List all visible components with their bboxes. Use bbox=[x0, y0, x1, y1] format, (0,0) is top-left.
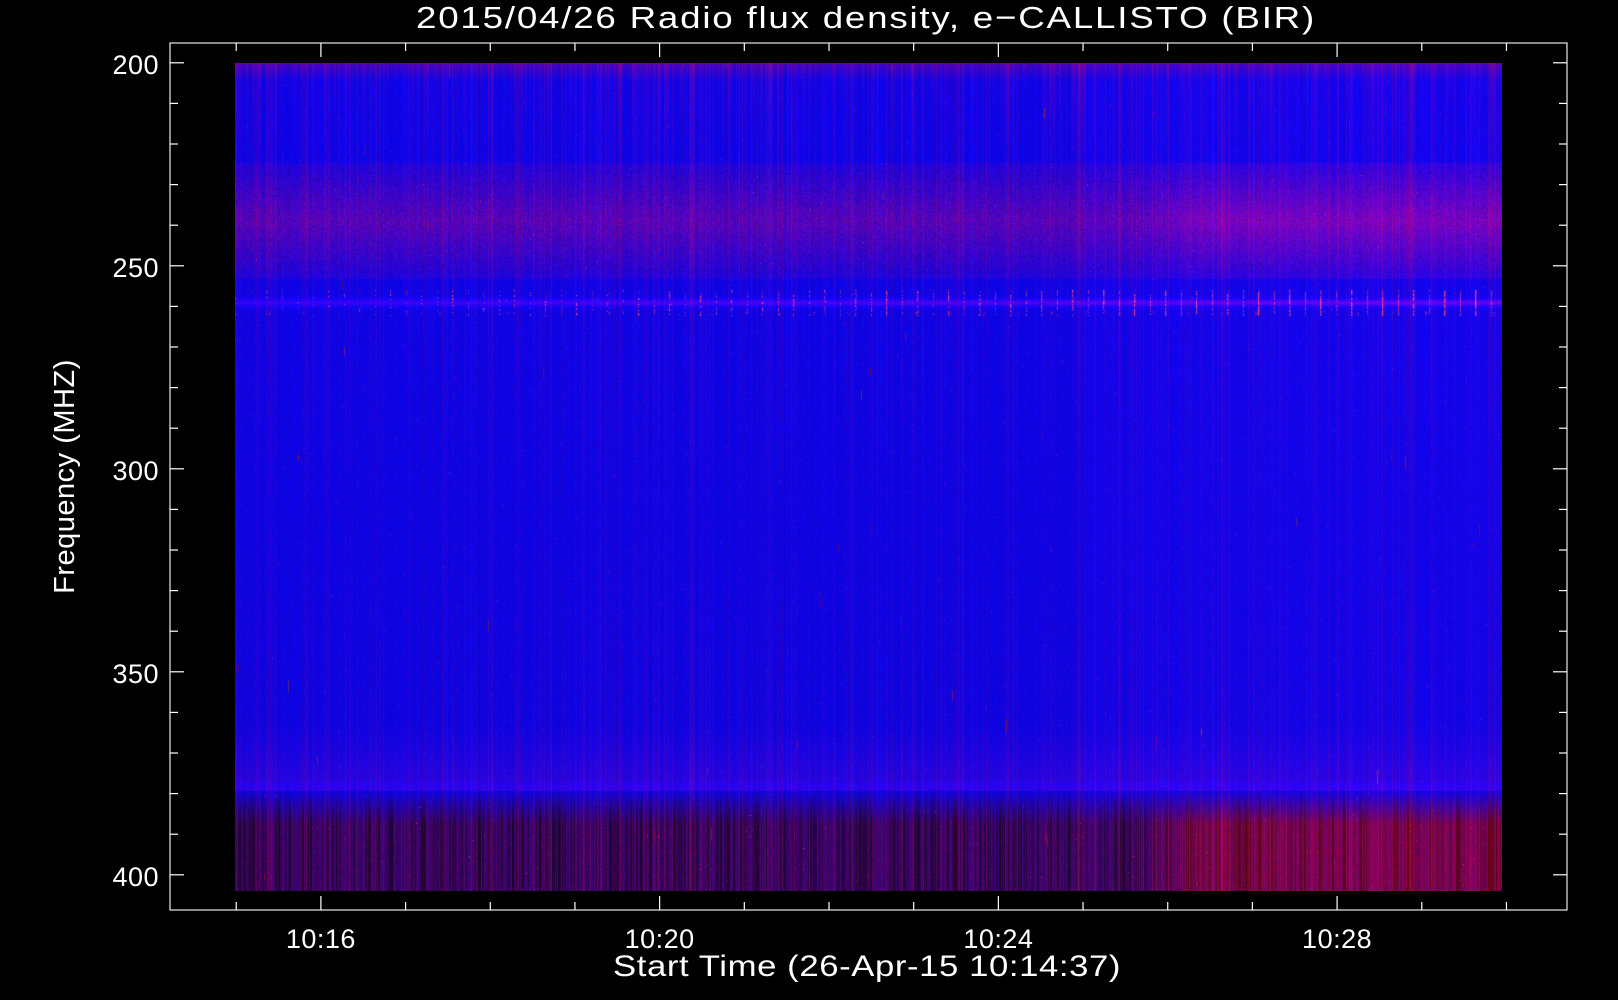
svg-text:300: 300 bbox=[112, 456, 159, 486]
svg-text:Start Time (26-Apr-15 10:14:37: Start Time (26-Apr-15 10:14:37) bbox=[613, 950, 1121, 983]
svg-text:2015/04/26 Radio flux densit: 2015/04/26 Radio flux density, e−CALLIST… bbox=[416, 0, 1316, 35]
svg-text:Frequency (MHZ): Frequency (MHZ) bbox=[49, 359, 81, 594]
svg-text:10:28: 10:28 bbox=[1302, 924, 1372, 954]
svg-text:400: 400 bbox=[112, 862, 159, 892]
svg-text:200: 200 bbox=[112, 50, 159, 80]
svg-text:250: 250 bbox=[112, 253, 159, 283]
svg-text:350: 350 bbox=[112, 659, 159, 689]
svg-text:10:16: 10:16 bbox=[286, 924, 356, 954]
